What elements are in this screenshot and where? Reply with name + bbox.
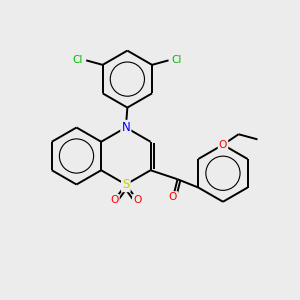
Text: N: N: [122, 121, 130, 134]
Text: Cl: Cl: [73, 56, 83, 65]
Text: O: O: [169, 192, 177, 202]
Text: S: S: [122, 178, 130, 191]
Text: O: O: [110, 195, 119, 205]
Text: O: O: [133, 195, 142, 205]
Text: O: O: [219, 140, 227, 150]
Text: Cl: Cl: [172, 56, 182, 65]
